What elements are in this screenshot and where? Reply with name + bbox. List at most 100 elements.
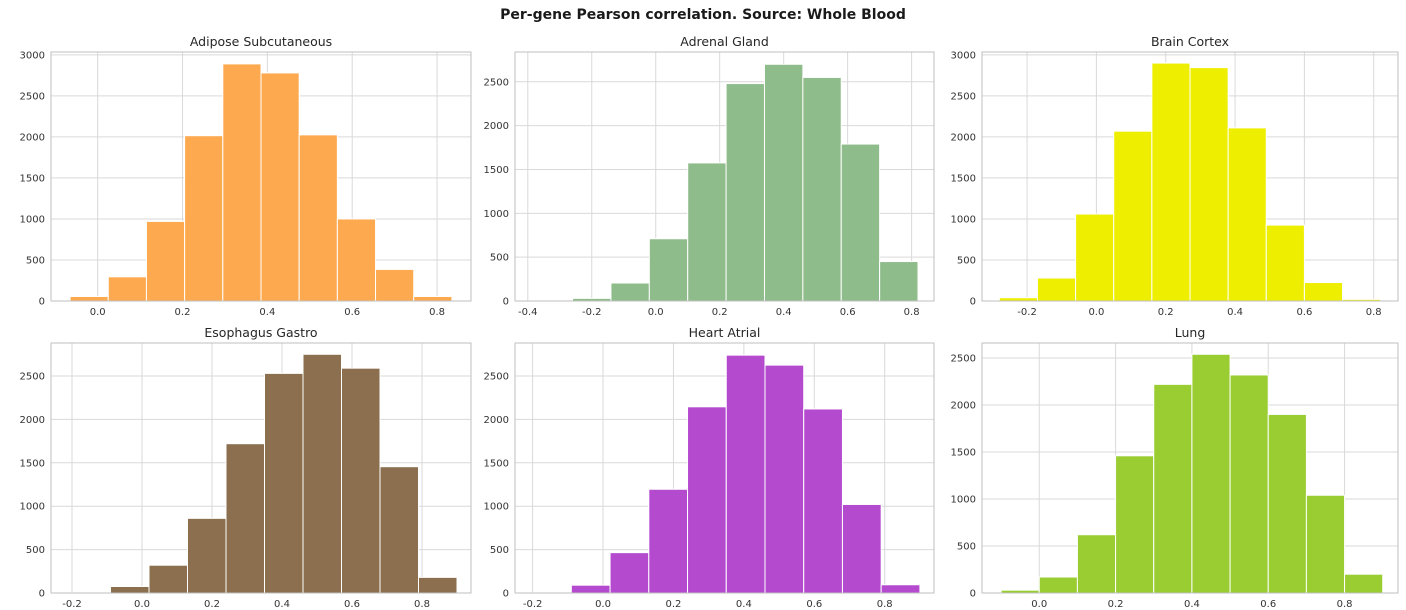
histogram-bar [763, 63, 804, 302]
y-tick-label: 1500 [20, 458, 45, 469]
histogram-bar [1076, 534, 1117, 594]
y-tick-label: 3000 [20, 50, 45, 61]
histogram-bar [418, 576, 458, 594]
x-tick-label: 0.6 [840, 307, 856, 318]
y-tick-label: 0 [503, 589, 509, 600]
x-tick-label: 0.6 [344, 599, 360, 610]
x-tick-label: -0.2 [62, 599, 82, 610]
histogram-bar [840, 143, 881, 302]
y-tick-label: 1000 [484, 502, 509, 513]
histogram-bar [687, 406, 727, 594]
x-tick-label: 0.0 [648, 307, 664, 318]
histogram-bar [1115, 455, 1155, 594]
y-tick-label: 0 [970, 297, 976, 308]
plot-frame [981, 342, 1399, 594]
x-tick-label: 0.4 [1227, 307, 1243, 318]
x-tick-label: -0.2 [1017, 307, 1037, 318]
y-tick-label: 0 [39, 297, 45, 308]
histogram-bar [1189, 67, 1229, 302]
histogram-bar [69, 295, 109, 302]
y-tick-label: 2500 [484, 371, 509, 382]
x-tick-label: -0.2 [582, 307, 602, 318]
y-tick-label: 0 [39, 589, 45, 600]
y-tick-label: 1000 [20, 502, 45, 513]
x-tick-label: 0.8 [877, 599, 893, 610]
plot-frame [50, 51, 472, 302]
y-tick-label: 2000 [951, 132, 976, 143]
histogram-bar [803, 408, 843, 594]
x-tick-label: -0.4 [518, 307, 538, 318]
histogram-bar [187, 517, 227, 594]
y-tick-label: 0 [970, 589, 976, 600]
histogram-bar [610, 282, 650, 302]
y-tick-label: 500 [957, 255, 976, 266]
x-tick-label: 0.8 [1366, 307, 1382, 318]
y-tick-label: 2500 [951, 354, 976, 365]
y-tick-label: 2000 [484, 415, 509, 426]
y-tick-label: 2500 [20, 91, 45, 102]
histogram-bar [1265, 224, 1305, 302]
y-tick-label: 500 [957, 542, 976, 553]
x-tick-label: 0.0 [90, 307, 106, 318]
y-tick-label: 3000 [951, 50, 976, 61]
x-tick-label: 0.8 [1337, 599, 1353, 610]
x-tick-label: 0.8 [429, 307, 445, 318]
histogram-bar [222, 63, 262, 302]
histogram-bar [1229, 374, 1269, 594]
x-tick-label: 0.2 [175, 307, 191, 318]
x-tick-label: 0.2 [1108, 599, 1124, 610]
histogram-bar [1344, 573, 1384, 594]
x-tick-label: 0.8 [904, 307, 920, 318]
histogram-bar [764, 364, 805, 594]
histogram-bar [1305, 494, 1346, 594]
histogram-bar [1113, 130, 1153, 302]
plot-frame [514, 342, 935, 594]
x-tick-label: 0.0 [595, 599, 611, 610]
y-tick-label: 2000 [484, 121, 509, 132]
histogram-bar [1075, 213, 1115, 302]
histogram-bar [725, 83, 765, 302]
y-tick-label: 1000 [951, 495, 976, 506]
histogram-bar [570, 584, 611, 594]
histogram-bar [145, 220, 186, 302]
x-tick-label: 0.8 [414, 599, 430, 610]
panel-title: Brain Cortex [1151, 34, 1229, 49]
histogram-bar [184, 135, 224, 302]
panel-title: Lung [1175, 325, 1206, 340]
histogram-bar [648, 488, 689, 594]
x-tick-label: 0.2 [665, 599, 681, 610]
x-tick-label: 0.2 [1158, 307, 1174, 318]
histogram-bar [336, 218, 377, 302]
plot-frame [981, 51, 1399, 302]
x-tick-label: 0.4 [274, 599, 290, 610]
y-tick-label: 2500 [951, 91, 976, 102]
y-tick-label: 0 [503, 297, 509, 308]
panel-title: Adrenal Gland [680, 34, 769, 49]
histogram-bar [1267, 413, 1307, 594]
y-tick-label: 500 [26, 255, 45, 266]
panel-title: Esophagus Gastro [204, 325, 317, 340]
histogram-panel: -0.2 0.0 0.2 0.4 0.6 0.8 0 500 1000 1500 2000 2500 3… [951, 34, 1399, 318]
panel-title: Heart Atrial [689, 325, 761, 340]
y-tick-label: 2000 [20, 415, 45, 426]
figure-title: Per-gene Pearson correlation. Source: Wh… [500, 7, 906, 23]
x-tick-label: 0.4 [776, 307, 792, 318]
histogram-bar [1303, 282, 1344, 302]
histogram-bar [107, 276, 147, 302]
histogram-bar [1191, 353, 1231, 594]
histogram-bar [225, 443, 265, 594]
x-tick-label: 0.2 [204, 599, 220, 610]
histogram-bar [1036, 277, 1077, 302]
y-tick-label: 1500 [484, 458, 509, 469]
histogram-panel: 0.0 0.2 0.4 0.6 0.8 0 500 1000 1500 2000 2500 3000 A… [20, 34, 472, 318]
histogram-bar [148, 564, 188, 594]
y-tick-label: 1000 [484, 209, 509, 220]
x-tick-label: 0.4 [259, 307, 275, 318]
histogram-bar [802, 76, 842, 302]
x-tick-label: 0.0 [134, 599, 150, 610]
y-tick-label: 500 [490, 253, 509, 264]
x-tick-label: 0.0 [1088, 307, 1104, 318]
histogram-bar [341, 367, 381, 594]
x-tick-label: 0.4 [1184, 599, 1200, 610]
